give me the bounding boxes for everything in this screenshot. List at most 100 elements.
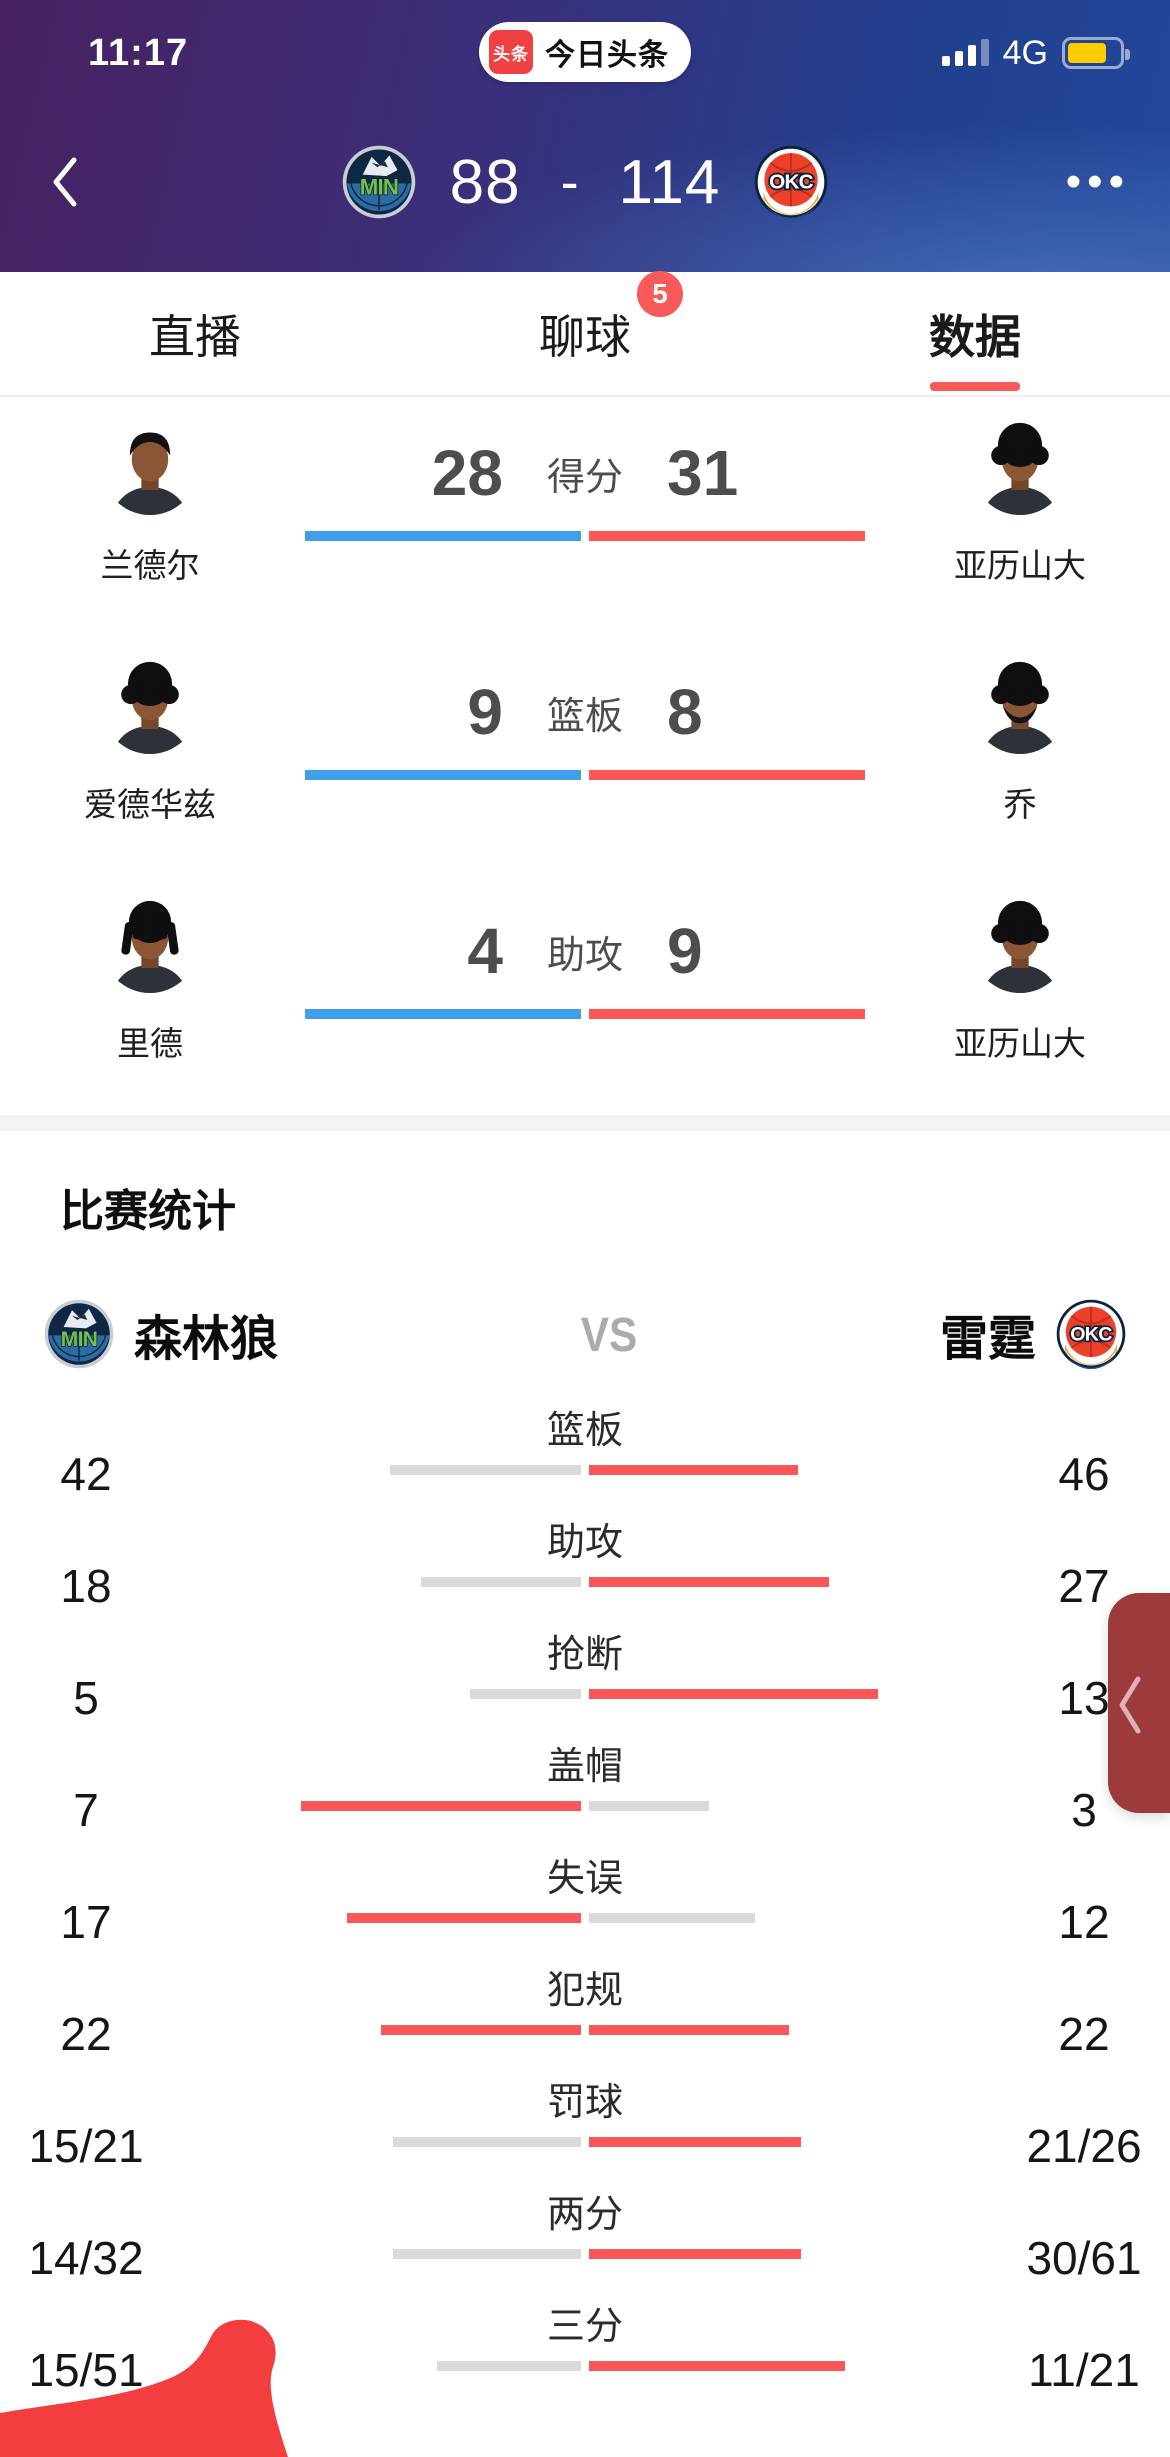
leader-row-助攻: 里德 4 助攻 9 亚历山大 (0, 875, 1170, 1114)
player-name: 亚历山大 (954, 1025, 1086, 1062)
home-stat-bar (393, 2137, 581, 2147)
away-stat-bar (589, 1577, 829, 1587)
away-stat-value: 22 (1058, 2008, 1110, 2060)
home-stat-bar (421, 1577, 581, 1587)
away-stat-bar (589, 2361, 845, 2371)
status-bar: 11:17 头条 今日头条 4G (0, 0, 1170, 92)
stat-label: 篮板 (546, 1410, 623, 1452)
toutiao-app-icon: 头条 (489, 30, 533, 74)
team-stat-row: 犯规 22 22 (0, 1959, 1170, 2071)
away-player: 亚历山大 (870, 397, 1170, 636)
away-team: 雷霆 OKC (940, 1299, 1126, 1370)
unread-badge: 5 (637, 270, 683, 317)
home-stat-bar (470, 1689, 581, 1699)
leaders-section: 兰德尔 28 得分 31 亚历山大 爱德华兹 9 篮板 8 乔 里德 4 助攻 9 亚历山大 (0, 397, 1170, 1115)
back-button[interactable] (34, 147, 94, 217)
away-stat-bar (589, 2249, 801, 2259)
tab-label: 直播 (149, 310, 241, 363)
stat-compare-bar (0, 1689, 1170, 1699)
home-leader-value: 4 (467, 915, 503, 987)
away-stat-bar (589, 1689, 878, 1699)
player-avatar-graphic (981, 661, 1059, 754)
away-team-logo-small: OKC (1056, 1299, 1126, 1370)
home-bar (305, 531, 581, 541)
leader-stat-label: 助攻 (546, 934, 623, 977)
teams-row: MIN 森林狼 VS 雷霆 OKC (0, 1299, 1170, 1370)
away-player: 亚历山大 (870, 875, 1170, 1114)
leader-compare-bar (305, 531, 865, 541)
away-stat-value: 46 (1058, 1448, 1110, 1500)
chevron-left-icon (1119, 1676, 1141, 1734)
home-stat-value: 14/32 (28, 2232, 144, 2284)
home-score: 88 (449, 147, 521, 217)
tab-label: 聊球 5 (539, 270, 683, 367)
player-avatar (972, 658, 1068, 754)
away-stat-value: 27 (1058, 1560, 1110, 1612)
stat-compare-bar (0, 2249, 1170, 2259)
match-header: 11:17 头条 今日头条 4G (0, 0, 1170, 272)
stat-label: 罚球 (546, 2082, 623, 2124)
stat-compare-bar (0, 2137, 1170, 2147)
leader-stat-label: 篮板 (546, 695, 623, 738)
tab-data[interactable]: 数据 (780, 272, 1170, 395)
home-stat-bar (437, 2361, 581, 2371)
home-player: 里德 (0, 875, 300, 1114)
stat-label: 两分 (546, 2194, 623, 2236)
stat-label: 三分 (546, 2306, 623, 2348)
tab-chat[interactable]: 聊球 5 (390, 270, 780, 395)
svg-text:OKC: OKC (769, 171, 814, 194)
home-stat-bar (381, 2025, 581, 2035)
more-button[interactable]: ••• (1065, 157, 1130, 206)
home-team: MIN 森林狼 (44, 1299, 278, 1369)
leader-stat-label: 得分 (546, 456, 623, 499)
home-player: 兰德尔 (0, 397, 300, 636)
svg-text:OKC: OKC (1070, 1323, 1112, 1345)
team-stat-rows: 篮板 42 46 助攻 18 27 抢断 5 13 盖帽 7 3 失误 17 12 犯规 22 22 罚球 15/21… (0, 1399, 1170, 2407)
home-stat-value: 5 (73, 1672, 99, 1724)
player-name: 乔 (1003, 786, 1037, 823)
like-thumb-graphic (0, 2319, 288, 2457)
leader-compare-bar (305, 1009, 865, 1019)
signal-bars-icon (941, 36, 989, 70)
leader-compare: 4 助攻 9 (300, 875, 870, 1114)
collapse-side-tab[interactable] (1108, 1593, 1170, 1813)
player-avatar-graphic (111, 432, 189, 515)
away-stat-bar (589, 2137, 801, 2147)
away-leader-value: 8 (667, 676, 703, 748)
stat-compare-bar (0, 2025, 1170, 2035)
vs-label: VS (580, 1306, 638, 1362)
match-stats-section: 比赛统计 MIN 森林狼 VS 雷霆 OKC (0, 1131, 1170, 2457)
section-divider (0, 1115, 1170, 1131)
player-avatar (102, 419, 198, 515)
home-team-name: 森林狼 (134, 1313, 279, 1366)
home-stat-value: 42 (60, 1448, 112, 1500)
leader-compare: 28 得分 31 (300, 397, 870, 636)
away-stat-bar (589, 1913, 755, 1923)
svg-text:MIN: MIN (359, 175, 397, 200)
away-stat-value: 13 (1058, 1672, 1110, 1724)
stat-compare-bar (0, 1913, 1170, 1923)
player-name: 亚历山大 (954, 547, 1086, 584)
stat-label: 助攻 (546, 1522, 623, 1564)
toutiao-capsule[interactable]: 头条 今日头条 (479, 22, 691, 82)
clock: 11:17 (88, 31, 189, 74)
home-player: 爱德华兹 (0, 636, 300, 875)
away-stat-value: 12 (1058, 1896, 1110, 1948)
score-separator: - (560, 152, 579, 212)
player-name: 兰德尔 (100, 547, 200, 584)
player-avatar-graphic (981, 900, 1059, 993)
home-stat-value: 15/21 (28, 2120, 144, 2172)
stat-compare-bar (0, 1465, 1170, 1475)
leader-values: 4 助攻 9 (467, 915, 702, 987)
leader-row-得分: 兰德尔 28 得分 31 亚历山大 (0, 397, 1170, 636)
team-stat-row: 三分 15/51 11/21 (0, 2295, 1170, 2407)
home-stat-bar (393, 2249, 581, 2259)
away-stat-value: 30/61 (1026, 2232, 1142, 2284)
stat-compare-bar (0, 1577, 1170, 1587)
home-stat-value: 18 (60, 1560, 112, 1612)
home-stat-value: 22 (60, 2008, 112, 2060)
stat-label: 抢断 (546, 1634, 623, 1676)
tab-live[interactable]: 直播 (0, 272, 390, 395)
leader-values: 9 篮板 8 (467, 676, 702, 748)
